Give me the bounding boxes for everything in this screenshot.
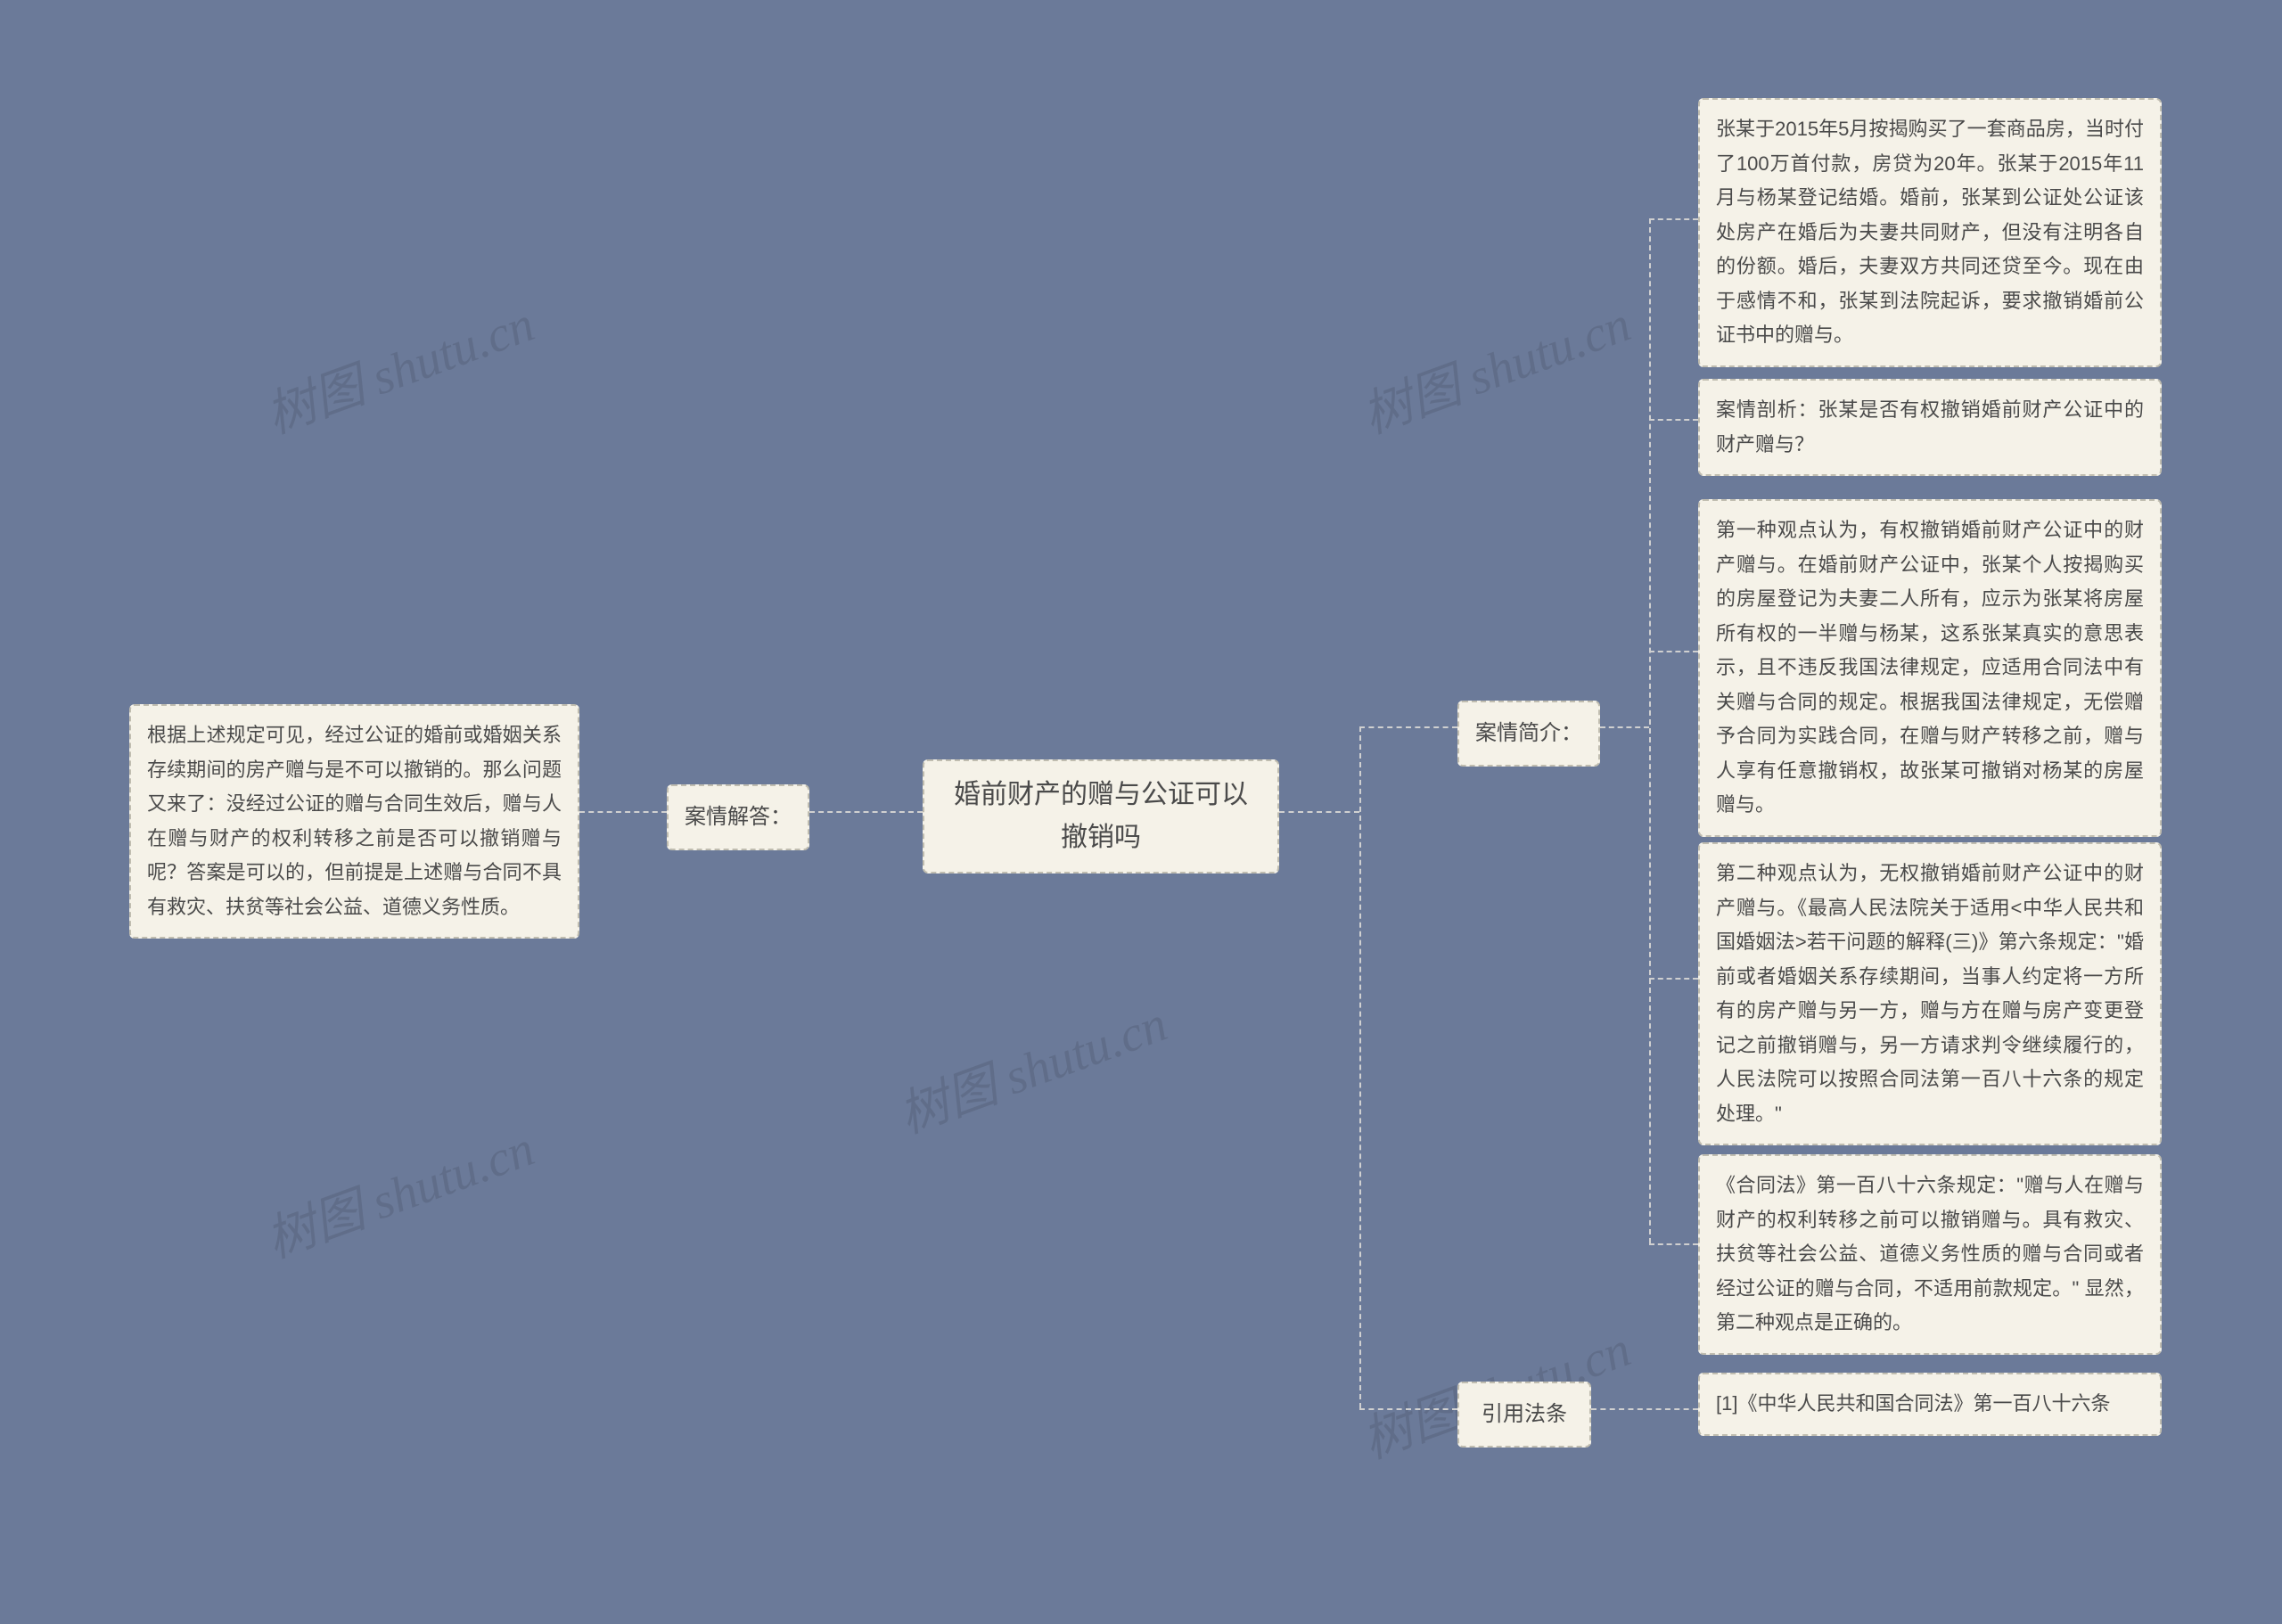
connector	[1649, 218, 1651, 1243]
leaf-text: 第一种观点认为，有权撤销婚前财产公证中的财产赠与。在婚前财产公证中，张某个人按揭…	[1716, 519, 2144, 816]
watermark: 树图 shutu.cn	[1351, 284, 1639, 448]
connector	[1279, 811, 1359, 813]
leaf-intro-4[interactable]: 第二种观点认为，无权撤销婚前财产公证中的财产赠与。《最高人民法院关于适用<中华人…	[1698, 842, 2162, 1145]
leaf-text: [1]《中华人民共和国合同法》第一百八十六条	[1716, 1392, 2110, 1415]
branch-label-citation[interactable]: 引用法条	[1457, 1382, 1591, 1448]
connector	[1359, 726, 1457, 728]
branch-label-text: 引用法条	[1482, 1402, 1567, 1426]
leaf-answer[interactable]: 根据上述规定可见，经过公证的婚前或婚姻关系存续期间的房产赠与是不可以撤销的。那么…	[129, 704, 579, 939]
leaf-text: 根据上述规定可见，经过公证的婚前或婚姻关系存续期间的房产赠与是不可以撤销的。那么…	[147, 724, 562, 918]
center-line1: 婚前财产的赠与公证可以	[954, 780, 1248, 809]
leaf-intro-2[interactable]: 案情剖析：张某是否有权撤销婚前财产公证中的财产赠与？	[1698, 379, 2162, 476]
leaf-intro-1[interactable]: 张某于2015年5月按揭购买了一套商品房，当时付了100万首付款，房贷为20年。…	[1698, 98, 2162, 367]
leaf-intro-5[interactable]: 《合同法》第一百八十六条规定："赠与人在赠与财产的权利转移之前可以撤销赠与。具有…	[1698, 1154, 2162, 1355]
watermark: 树图 shutu.cn	[888, 984, 1176, 1148]
center-node[interactable]: 婚前财产的赠与公证可以 撤销吗	[923, 759, 1279, 874]
connector	[579, 811, 667, 813]
leaf-text: 案情剖析：张某是否有权撤销婚前财产公证中的财产赠与？	[1716, 398, 2144, 455]
connector	[1649, 218, 1698, 220]
connector	[1649, 419, 1698, 421]
branch-label-intro[interactable]: 案情简介：	[1457, 701, 1600, 767]
watermark: 树图 shutu.cn	[255, 1109, 543, 1273]
branch-label-answer[interactable]: 案情解答：	[667, 784, 809, 850]
leaf-text: 张某于2015年5月按揭购买了一套商品房，当时付了100万首付款，房贷为20年。…	[1716, 118, 2144, 346]
connector	[1649, 1243, 1698, 1245]
leaf-intro-3[interactable]: 第一种观点认为，有权撤销婚前财产公证中的财产赠与。在婚前财产公证中，张某个人按揭…	[1698, 499, 2162, 837]
center-line2: 撤销吗	[1061, 823, 1141, 852]
leaf-citation[interactable]: [1]《中华人民共和国合同法》第一百八十六条	[1698, 1373, 2162, 1436]
branch-label-text: 案情简介：	[1475, 721, 1582, 745]
connector	[1359, 1408, 1457, 1410]
watermark: 树图 shutu.cn	[255, 284, 543, 448]
connector	[1591, 1408, 1698, 1410]
connector	[1359, 726, 1361, 1408]
branch-label-text: 案情解答：	[685, 805, 792, 829]
leaf-text: 第二种观点认为，无权撤销婚前财产公证中的财产赠与。《最高人民法院关于适用<中华人…	[1716, 862, 2144, 1125]
connector	[1600, 726, 1649, 728]
connector	[1649, 978, 1698, 980]
connector	[809, 811, 923, 813]
connector	[1649, 651, 1698, 652]
leaf-text: 《合同法》第一百八十六条规定："赠与人在赠与财产的权利转移之前可以撤销赠与。具有…	[1716, 1174, 2144, 1333]
